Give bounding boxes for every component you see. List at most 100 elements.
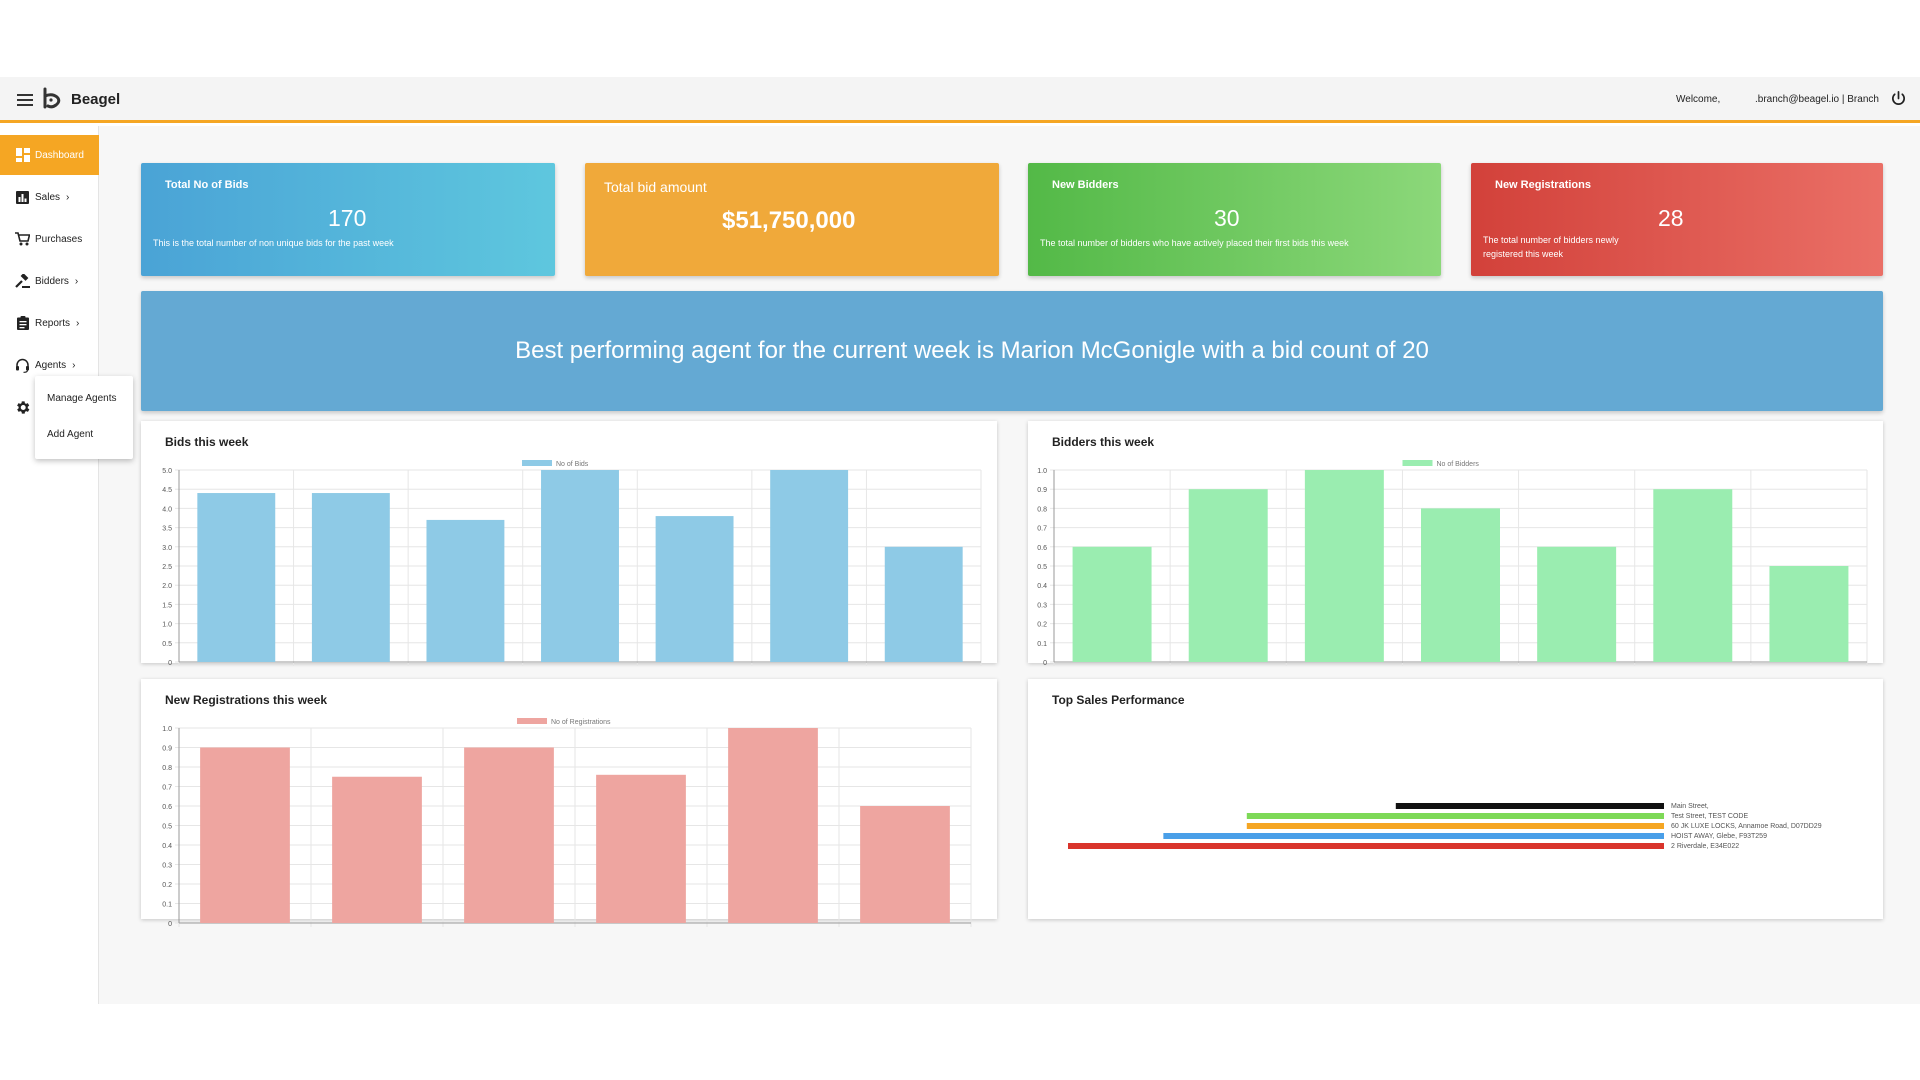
- sidebar-item-agents[interactable]: Agents ›: [0, 345, 99, 385]
- y-tick-label: 0.9: [1037, 487, 1047, 494]
- y-tick-label: 4.0: [162, 506, 172, 513]
- bidders-chart-panel: Bidders this week 0 0.1 0.2 0.3 0.4 0.5 0.6 0.7…: [1028, 421, 1883, 667]
- y-tick-label: 0.8: [162, 765, 172, 772]
- headset-icon: [15, 358, 30, 373]
- legend-swatch: [1402, 460, 1433, 466]
- card-title: New Registrations: [1495, 179, 1591, 191]
- total-bids-card: Total No of Bids 170 This is the total n…: [141, 163, 555, 276]
- sidebar-item-sales[interactable]: Sales ›: [0, 177, 99, 217]
- chart-bar: [728, 728, 818, 923]
- bar-label: HOIST AWAY, Glebe, F93T259: [1671, 833, 1767, 840]
- y-tick-label: 5.0: [162, 468, 172, 475]
- y-tick-label: 0.5: [162, 824, 172, 831]
- y-tick-label: 3.5: [162, 526, 172, 533]
- chart-bar: [655, 516, 734, 662]
- chevron-right-icon: ›: [66, 191, 70, 203]
- y-tick-label: 2.5: [162, 564, 172, 571]
- brand-name: Beagel: [71, 91, 121, 108]
- beagel-logo: [43, 87, 61, 109]
- power-icon[interactable]: [1890, 90, 1907, 107]
- chart-bar: [1421, 508, 1500, 662]
- card-value: 28: [1658, 205, 1684, 231]
- y-tick-label: 0.1: [162, 902, 172, 909]
- chart-bar: [596, 774, 686, 923]
- sidebar-item-label: Dashboard: [35, 149, 84, 161]
- y-tick-label: 0.3: [162, 863, 172, 870]
- chart-title: New Registrations this week: [165, 693, 328, 707]
- y-tick-label: 0.7: [162, 785, 172, 792]
- sidebar: Dashboard Sales › Purchases Bidders › Re…: [0, 126, 99, 1004]
- y-tick-label: 0.7: [1037, 526, 1047, 533]
- clipboard-icon: [15, 316, 30, 331]
- y-tick-label: 1.0: [162, 622, 172, 629]
- chevron-right-icon: ›: [74, 275, 79, 287]
- gear-icon[interactable]: [14, 399, 31, 416]
- chart-bar: [1246, 823, 1664, 829]
- bar-label: 2 Riverdale, E34E022: [1671, 843, 1739, 850]
- chart-bar: [860, 806, 950, 923]
- chart-bar: [426, 519, 505, 662]
- card-title: Total No of Bids: [165, 179, 249, 191]
- new-registrations-card: New Registrations 28 The total number of…: [1471, 163, 1883, 276]
- sidebar-item-label: Sales: [35, 191, 61, 203]
- chart-bar: [884, 546, 963, 662]
- registrations-chart-panel: New Registrations this week 0 0.1 0.2 0.3 0.…: [141, 679, 997, 928]
- chart-bar: [1395, 803, 1664, 809]
- banner-text: Best performing agent for the current we…: [515, 337, 1429, 364]
- sidebar-item-reports[interactable]: Reports ›: [0, 303, 99, 343]
- chart-bar: [197, 493, 276, 662]
- y-tick-label: 0: [168, 660, 172, 667]
- card-title: Total bid amount: [604, 179, 707, 195]
- sidebar-item-dashboard[interactable]: Dashboard: [0, 135, 99, 175]
- chart-bar: [1769, 566, 1849, 662]
- dashboard-icon: [15, 148, 30, 163]
- card-value: $51,750,000: [722, 207, 856, 234]
- submenu-item-add-agent[interactable]: Add Agent: [47, 429, 94, 440]
- submenu-item-manage-agents[interactable]: Manage Agents: [47, 393, 117, 404]
- y-tick-label: 0.4: [162, 843, 172, 850]
- gavel-icon: [15, 273, 30, 289]
- legend-label: No of Bids: [556, 461, 589, 468]
- cart-icon: [15, 232, 30, 247]
- y-tick-label: 2.0: [162, 583, 172, 590]
- sidebar-item-purchases[interactable]: Purchases: [0, 219, 99, 259]
- y-tick-label: 0: [1043, 660, 1047, 667]
- agents-submenu: Manage Agents Add Agent: [35, 376, 133, 459]
- legend-swatch: [522, 460, 552, 466]
- sidebar-item-bidders[interactable]: Bidders ›: [0, 261, 99, 301]
- y-tick-label: 0.5: [162, 641, 172, 648]
- card-value: 170: [328, 205, 367, 231]
- legend-swatch: [517, 718, 547, 724]
- new-bidders-card: New Bidders 30 The total number of bidde…: [1028, 163, 1441, 276]
- card-value: 30: [1214, 205, 1240, 231]
- user-account: .branch@beagel.io | Branch: [1755, 94, 1879, 105]
- bar-label: Test Street, TEST CODE: [1671, 813, 1748, 820]
- chevron-right-icon: ›: [76, 317, 80, 329]
- y-tick-label: 0.6: [162, 804, 172, 811]
- chart-bar: [311, 493, 390, 662]
- y-tick-label: 0: [168, 921, 172, 928]
- chart-bar: [464, 747, 554, 923]
- y-tick-label: 1.5: [162, 602, 172, 609]
- chart-bar: [541, 470, 619, 662]
- card-description: This is the total number of non unique b…: [153, 238, 394, 248]
- sidebar-item-label: Bidders: [35, 275, 69, 287]
- y-tick-label: 1.0: [162, 726, 172, 733]
- top-sales-hbar-chart: Main Street, Test Street, TEST CODE 60 JK …: [1068, 803, 1822, 850]
- card-title: New Bidders: [1052, 179, 1119, 191]
- chart-bar: [200, 747, 290, 923]
- chart-title: Bidders this week: [1052, 435, 1155, 449]
- y-tick-label: 0.9: [162, 746, 172, 753]
- bids-chart-panel: Bids this week 0 0.5 1.0 1.5 2.0 2.5 3.0 3.5 4.0…: [141, 421, 997, 667]
- legend-label: No of Registrations: [551, 719, 611, 726]
- y-tick-label: 0.2: [1037, 622, 1047, 629]
- chart-bar: [1068, 843, 1664, 849]
- best-agent-banner: Best performing agent for the current we…: [141, 291, 1883, 411]
- chart-bar: [1188, 489, 1268, 662]
- y-tick-label: 0.2: [162, 882, 172, 889]
- bar-label: 60 JK LUXE LOCKS, Annamoe Road, D07DD29: [1671, 823, 1822, 830]
- top-app-bar: Beagel Welcome, .branch@beagel.io | Bran…: [0, 77, 1920, 123]
- chart-bar: [1246, 813, 1664, 819]
- chart-bar: [332, 776, 422, 923]
- hamburger-menu-icon[interactable]: [17, 94, 33, 106]
